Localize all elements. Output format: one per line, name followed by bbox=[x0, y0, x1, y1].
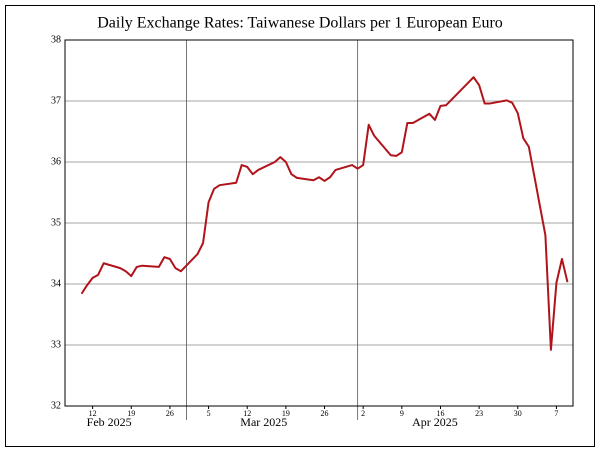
x-tick-label: 12 bbox=[89, 409, 97, 418]
x-tick-label: 19 bbox=[282, 409, 290, 418]
x-tick-label: 26 bbox=[166, 409, 174, 418]
x-tick-label: 16 bbox=[436, 409, 444, 418]
outer-border bbox=[5, 5, 595, 447]
y-tick-label: 32 bbox=[51, 400, 61, 411]
x-tick-label: 19 bbox=[127, 409, 135, 418]
x-tick-label: 2 bbox=[361, 409, 365, 418]
x-tick-label: 23 bbox=[475, 409, 483, 418]
month-label: Feb 2025 bbox=[87, 415, 132, 429]
data-line bbox=[80, 76, 569, 351]
plot-border bbox=[64, 39, 574, 407]
y-tick-label: 38 bbox=[51, 34, 61, 45]
x-tick-label: 12 bbox=[243, 409, 251, 418]
y-tick-label: 36 bbox=[51, 156, 61, 167]
x-tick-label: 30 bbox=[514, 409, 522, 418]
x-tick-label: 5 bbox=[207, 409, 211, 418]
month-label: Apr 2025 bbox=[412, 415, 458, 429]
chart-title: Daily Exchange Rates: Taiwanese Dollars … bbox=[97, 15, 503, 32]
month-label: Mar 2025 bbox=[240, 415, 287, 429]
y-tick-label: 33 bbox=[51, 339, 61, 350]
x-tick-label: 26 bbox=[321, 409, 329, 418]
x-tick-label: 9 bbox=[400, 409, 404, 418]
y-tick-label: 34 bbox=[51, 278, 61, 289]
x-tick-label: 7 bbox=[554, 409, 558, 418]
y-tick-label: 37 bbox=[51, 95, 61, 106]
y-tick-label: 35 bbox=[51, 217, 61, 228]
